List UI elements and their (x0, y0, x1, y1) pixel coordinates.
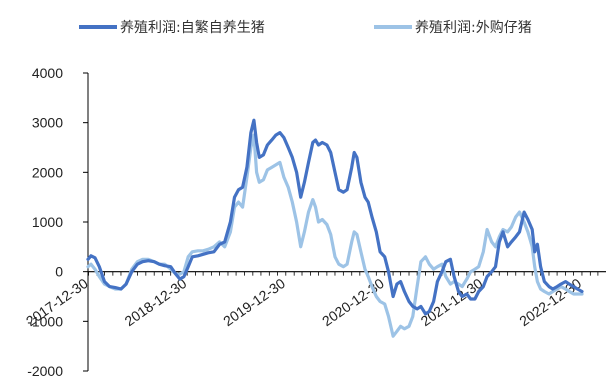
legend: 养殖利润:自繁自养生猪 养殖利润:外购仔猪 (79, 19, 532, 36)
series-line-1 (86, 118, 584, 316)
y-tick-label: -2000 (27, 363, 63, 379)
x-tick-label: 2019-12-30 (220, 275, 288, 329)
x-tick-label: 2022-12-30 (516, 275, 584, 329)
y-tick-label: 0 (55, 264, 63, 280)
y-tick-label: 2000 (32, 164, 63, 180)
legend-label-1: 养殖利润:自繁自养生猪 (120, 19, 265, 36)
y-tick-label: 4000 (32, 65, 63, 81)
series-group (86, 118, 584, 338)
series-line-2 (86, 133, 584, 338)
y-axis: -2000 -1000 0 1000 2000 3000 4000 (27, 65, 89, 379)
x-axis: 2017-12-30 2018-12-30 2019-12-30 2020-12-30… (23, 271, 606, 329)
y-tick-label: -1000 (27, 313, 63, 329)
y-tick-label: 1000 (32, 214, 63, 230)
x-tick-label: 2020-12-30 (319, 275, 387, 329)
legend-label-2: 养殖利润:外购仔猪 (415, 19, 532, 36)
y-tick-label: 3000 (32, 115, 63, 131)
x-tick-label: 2018-12-30 (121, 275, 189, 329)
